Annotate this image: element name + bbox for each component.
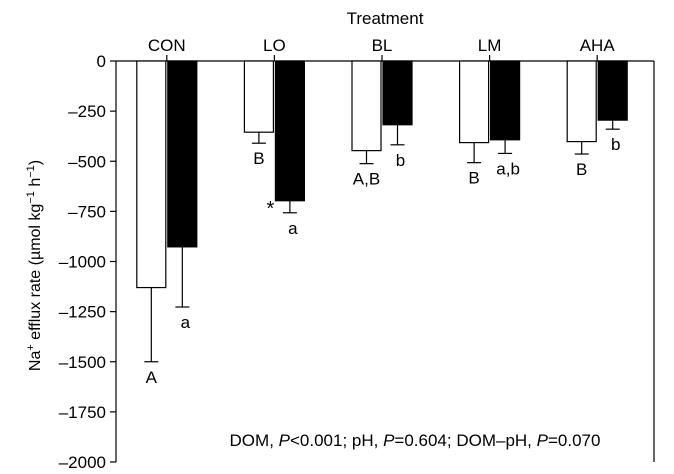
y-axis-label-superscript: −1 [25, 191, 37, 204]
bars [136, 60, 628, 363]
significance-label: b [396, 151, 405, 170]
y-axis-label-part: ) [27, 160, 44, 165]
significance-label: B [253, 149, 264, 168]
bar-con-series-1 [136, 60, 167, 289]
bar-lo-series-1 [243, 60, 274, 133]
stats-annotation-part: =0.070 [548, 431, 600, 450]
stats-annotation-part: P [279, 431, 291, 450]
significance-label: b [611, 135, 620, 154]
y-axis-label-superscript: + [25, 344, 37, 350]
stats-annotation-part: =0.604; DOM–pH, [394, 431, 536, 450]
significance-label: a [288, 219, 298, 238]
bar-lm-series-2 [490, 60, 521, 141]
stats-annotation-part: <0.001; pH, [290, 431, 383, 450]
category-label-lo: LO [263, 36, 286, 55]
category-label-aha: AHA [580, 36, 616, 55]
y-axis-label-part: efflux rate (µmol kg [27, 204, 44, 345]
y-axis-label-part: h [27, 178, 44, 191]
category-label-lm: LM [478, 36, 502, 55]
category-label-con: CON [148, 36, 186, 55]
y-axis-label-superscript: −1 [25, 165, 37, 178]
y-tick-label: –250 [68, 102, 106, 121]
significance-label: B [468, 169, 479, 188]
y-tick-label: –1750 [59, 403, 106, 422]
stats-annotation-part: P [537, 431, 549, 450]
y-axis-label-part: Na [27, 351, 44, 372]
stats-annotation-part: P [383, 431, 395, 450]
significance-label: A,B [353, 170, 380, 189]
significance-label: a,b [496, 159, 520, 178]
y-tick-label: –500 [68, 152, 106, 171]
axes: 0 –250 –500 –750 –1000 –1250 –1500 –1750 –2000 Na… [25, 9, 655, 472]
y-tick-label: –1000 [59, 253, 106, 272]
significance-asterisk: * [267, 198, 275, 220]
y-tick-label: 0 [97, 52, 106, 71]
bar-con-series-2 [167, 60, 198, 248]
significance-label: A [146, 368, 158, 387]
y-tick-label: –2000 [59, 453, 106, 472]
stats-annotation: DOM, P<0.001; pH, P=0.604; DOM–pH, P=0.0… [230, 431, 601, 450]
y-tick-label: –750 [68, 202, 106, 221]
y-axis-label: Na+ efflux rate (µmol kg−1 h−1) [25, 160, 44, 371]
y-tick-label: –1250 [59, 303, 106, 322]
bar-bl-series-2 [382, 60, 413, 126]
bar-bl-series-1 [351, 60, 382, 152]
bar-aha-series-2 [597, 60, 628, 121]
category-label-bl: BL [372, 36, 393, 55]
bar-aha-series-1 [566, 60, 597, 143]
y-tick-label: –1500 [59, 353, 106, 372]
x-axis-title: Treatment [347, 9, 424, 28]
bar-lm-series-1 [459, 60, 490, 144]
stats-annotation-part: DOM, [230, 431, 279, 450]
bar-lo-series-2 [274, 60, 305, 202]
significance-label: B [576, 160, 587, 179]
significance-label: a [181, 313, 191, 332]
